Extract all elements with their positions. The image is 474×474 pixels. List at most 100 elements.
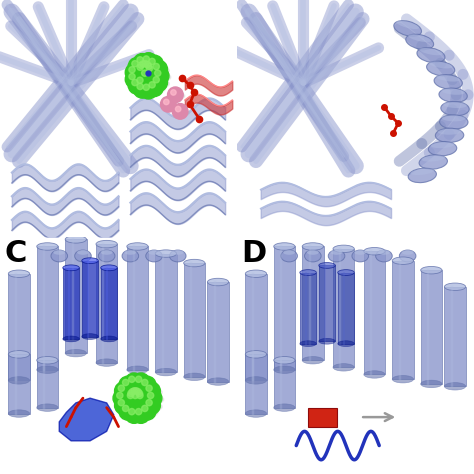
Ellipse shape bbox=[132, 379, 152, 388]
Ellipse shape bbox=[142, 66, 162, 75]
Ellipse shape bbox=[428, 142, 457, 156]
Circle shape bbox=[133, 387, 151, 405]
Circle shape bbox=[164, 99, 169, 105]
Ellipse shape bbox=[9, 410, 29, 417]
Ellipse shape bbox=[138, 382, 158, 391]
Circle shape bbox=[115, 382, 133, 400]
Ellipse shape bbox=[419, 48, 443, 55]
Ellipse shape bbox=[138, 63, 158, 72]
Circle shape bbox=[129, 389, 136, 395]
Ellipse shape bbox=[281, 250, 298, 262]
Ellipse shape bbox=[246, 410, 266, 417]
Ellipse shape bbox=[124, 250, 137, 255]
Polygon shape bbox=[183, 263, 205, 377]
Circle shape bbox=[139, 81, 157, 99]
Polygon shape bbox=[59, 398, 114, 441]
Ellipse shape bbox=[427, 61, 455, 76]
Ellipse shape bbox=[37, 356, 58, 364]
Ellipse shape bbox=[113, 395, 133, 404]
Ellipse shape bbox=[141, 64, 160, 73]
Polygon shape bbox=[100, 268, 117, 339]
Polygon shape bbox=[63, 268, 79, 339]
Ellipse shape bbox=[183, 259, 205, 267]
Ellipse shape bbox=[127, 366, 148, 374]
Circle shape bbox=[136, 376, 142, 383]
Ellipse shape bbox=[100, 265, 118, 271]
Ellipse shape bbox=[9, 351, 29, 358]
Circle shape bbox=[119, 402, 137, 420]
Ellipse shape bbox=[410, 169, 434, 175]
Circle shape bbox=[146, 55, 164, 73]
Ellipse shape bbox=[139, 59, 159, 68]
Ellipse shape bbox=[138, 73, 158, 82]
Circle shape bbox=[119, 376, 137, 394]
Circle shape bbox=[146, 63, 152, 69]
Ellipse shape bbox=[127, 243, 148, 250]
Circle shape bbox=[149, 82, 155, 88]
Ellipse shape bbox=[208, 278, 228, 286]
Polygon shape bbox=[337, 273, 354, 344]
Ellipse shape bbox=[328, 250, 345, 262]
Ellipse shape bbox=[438, 129, 461, 135]
Ellipse shape bbox=[125, 379, 145, 388]
Circle shape bbox=[168, 87, 183, 103]
Circle shape bbox=[142, 70, 148, 76]
Polygon shape bbox=[207, 282, 228, 382]
Circle shape bbox=[132, 61, 138, 67]
Polygon shape bbox=[155, 254, 176, 372]
Polygon shape bbox=[246, 355, 266, 413]
Ellipse shape bbox=[138, 408, 158, 417]
Ellipse shape bbox=[331, 250, 343, 255]
Circle shape bbox=[128, 384, 146, 402]
Circle shape bbox=[142, 396, 160, 414]
Circle shape bbox=[133, 61, 151, 79]
Ellipse shape bbox=[125, 69, 145, 78]
Ellipse shape bbox=[183, 373, 205, 381]
Ellipse shape bbox=[9, 270, 29, 277]
Ellipse shape bbox=[144, 395, 164, 404]
Circle shape bbox=[147, 392, 154, 399]
Text: D: D bbox=[242, 239, 267, 268]
Circle shape bbox=[155, 70, 161, 76]
Ellipse shape bbox=[146, 84, 165, 93]
Circle shape bbox=[146, 385, 152, 392]
Circle shape bbox=[142, 60, 160, 78]
Ellipse shape bbox=[417, 48, 445, 63]
Ellipse shape bbox=[160, 101, 178, 109]
Polygon shape bbox=[82, 261, 99, 337]
Circle shape bbox=[149, 73, 167, 91]
Ellipse shape bbox=[333, 364, 354, 371]
Circle shape bbox=[128, 389, 146, 407]
Ellipse shape bbox=[408, 34, 431, 42]
Ellipse shape bbox=[37, 404, 58, 411]
Ellipse shape bbox=[273, 366, 295, 374]
Polygon shape bbox=[302, 246, 323, 360]
Circle shape bbox=[115, 396, 133, 414]
Ellipse shape bbox=[128, 63, 148, 72]
Ellipse shape bbox=[352, 250, 369, 262]
Ellipse shape bbox=[65, 349, 86, 357]
Ellipse shape bbox=[444, 383, 465, 390]
Ellipse shape bbox=[128, 395, 148, 404]
Ellipse shape bbox=[128, 82, 148, 91]
Circle shape bbox=[137, 77, 143, 83]
Polygon shape bbox=[308, 408, 337, 427]
Ellipse shape bbox=[100, 336, 118, 342]
Ellipse shape bbox=[139, 87, 159, 96]
Ellipse shape bbox=[115, 402, 135, 411]
Circle shape bbox=[133, 389, 151, 407]
Circle shape bbox=[144, 389, 162, 407]
Circle shape bbox=[137, 83, 143, 90]
Circle shape bbox=[140, 61, 146, 67]
Ellipse shape bbox=[37, 366, 58, 374]
Circle shape bbox=[133, 74, 151, 92]
Ellipse shape bbox=[133, 80, 153, 89]
Circle shape bbox=[118, 385, 125, 392]
Ellipse shape bbox=[208, 378, 228, 385]
Circle shape bbox=[125, 405, 143, 423]
Ellipse shape bbox=[364, 247, 385, 255]
Circle shape bbox=[131, 385, 149, 403]
Ellipse shape bbox=[396, 21, 419, 29]
Ellipse shape bbox=[246, 270, 266, 277]
Circle shape bbox=[122, 405, 129, 411]
